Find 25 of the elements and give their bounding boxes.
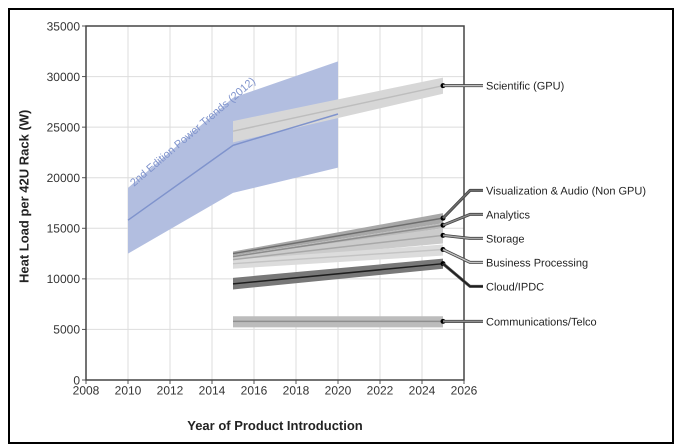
y-tick-label: 5000 bbox=[53, 322, 80, 337]
legend-label: Communications/Telco bbox=[486, 316, 597, 328]
x-tick-label: 2014 bbox=[198, 384, 226, 398]
text: Visualization & Audio (Non GPU) bbox=[486, 185, 646, 198]
y-axis-title: Heat Load per 42U Rack (W) bbox=[16, 110, 32, 283]
x-tick-label: 2018 bbox=[282, 384, 310, 398]
legend-label: Scientific (GPU) bbox=[486, 80, 564, 93]
text: Cloud/IPDC bbox=[486, 281, 544, 294]
x-tick-label: 2016 bbox=[240, 384, 268, 398]
legend-label: Business Processing bbox=[486, 257, 588, 270]
y-tick-label: 35000 bbox=[46, 19, 80, 34]
x-axis-title: Year of Product Introduction bbox=[187, 418, 363, 433]
y-tick-label: 30000 bbox=[46, 70, 80, 84]
y-tick-label: 10000 bbox=[46, 272, 80, 286]
x-tick-label: 2020 bbox=[324, 384, 352, 398]
x-tick-label: 2012 bbox=[156, 384, 184, 398]
legend-label: Storage bbox=[486, 233, 525, 246]
x-tick-label: 2010 bbox=[114, 384, 142, 398]
x-tick-label: 2024 bbox=[408, 384, 436, 398]
y-tick-label: 20000 bbox=[46, 170, 80, 185]
y-tick-label: 25000 bbox=[46, 120, 80, 134]
x-tick-label: 2022 bbox=[366, 384, 394, 398]
x-tick-label: 2026 bbox=[450, 384, 478, 398]
legend-label: Analytics bbox=[486, 209, 531, 222]
y-tick-label: 15000 bbox=[46, 222, 80, 236]
